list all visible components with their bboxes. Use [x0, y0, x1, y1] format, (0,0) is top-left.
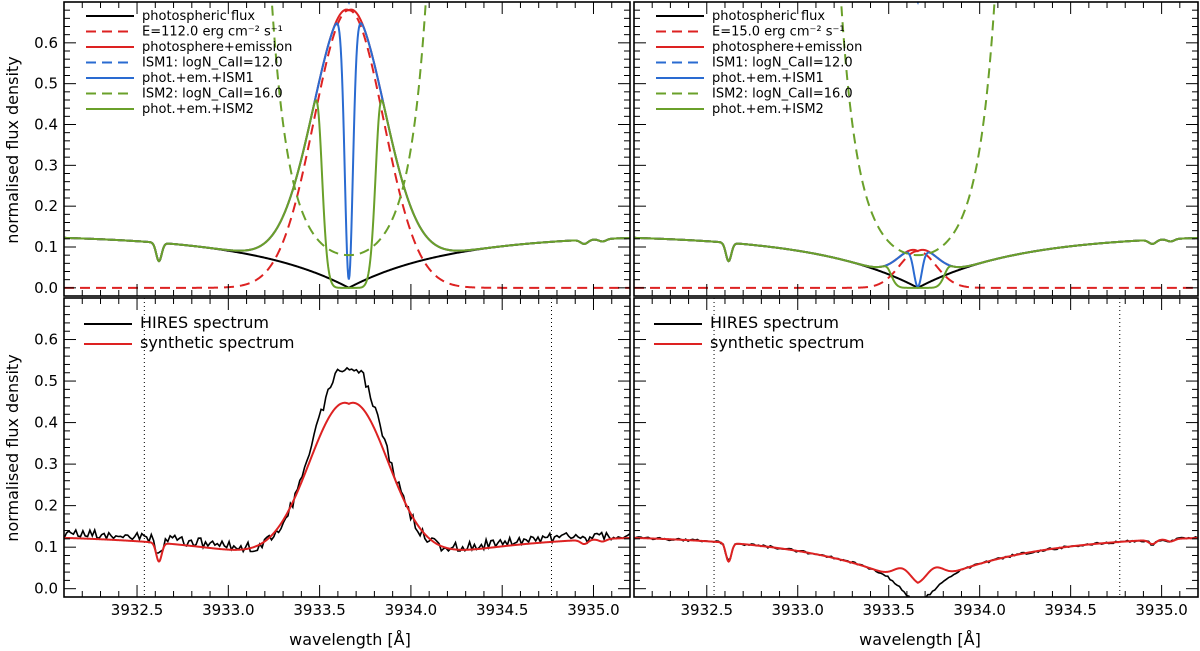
y-tick-label: 0.2	[34, 497, 58, 515]
legend-label: ISM2: logN_CaII=16.0	[142, 87, 283, 102]
x-tick-label: 3934.0	[953, 601, 1006, 619]
y-tick-label: 0.6	[34, 331, 58, 349]
panel-bottom-left: 0.0 0.1 0.2 0.3 0.4 0.5 0.6 3932.5 3933.0 3933.5 3…	[34, 297, 631, 619]
x-tick-label: 3934.5	[476, 601, 529, 619]
series-tot2	[64, 98, 630, 289]
plot-area	[634, 298, 1198, 597]
panel-bottom-right: 3932.5 3933.0 3933.5 3934.0 3934.5 3935.0 HIRE…	[633, 297, 1199, 619]
y-tick-label: 0.0	[34, 580, 58, 598]
x-tick-label: 3932.5	[681, 601, 734, 619]
legend-label: photosphere+emission	[712, 40, 862, 55]
x-axis-label-right: wavelength [Å]	[859, 630, 981, 649]
y-axis-label-top: normalised flux density	[3, 56, 22, 243]
x-tick-label: 3935.0	[567, 601, 620, 619]
plot-area	[64, 298, 630, 597]
legend-label: photospheric flux	[142, 9, 255, 24]
y-tick-label: 0.1	[34, 238, 58, 256]
series-tot1	[634, 236, 1198, 288]
x-tick-label: 3933.0	[771, 601, 824, 619]
x-tick-label: 3934.0	[385, 601, 438, 619]
y-tick-label: 0.1	[34, 538, 58, 556]
series-tot2	[634, 236, 1198, 289]
x-tick-label: 3935.0	[1135, 601, 1188, 619]
series-syn	[64, 401, 630, 563]
x-tick-label: 3934.5	[1044, 601, 1097, 619]
plot-area	[634, 2, 1198, 289]
legend-label: synthetic spectrum	[710, 333, 865, 352]
legend-label: E=15.0 erg cm⁻² s⁻¹	[712, 25, 845, 40]
series-ism2	[270, 2, 427, 257]
legend-label: HIRES spectrum	[140, 313, 269, 332]
y-tick-label: 0.3	[34, 455, 58, 473]
legend-label: ISM1: logN_CaII=12.0	[142, 56, 283, 71]
legend-label: HIRES spectrum	[710, 313, 839, 332]
x-tick-label: 3932.5	[111, 601, 164, 619]
legend-label: phot.+em.+ISM2	[712, 102, 824, 117]
y-tick-label: 0.5	[34, 372, 58, 390]
legend-label: photospheric flux	[712, 9, 825, 24]
legend-label: synthetic spectrum	[140, 333, 295, 352]
legend-label: ISM2: logN_CaII=16.0	[712, 87, 853, 102]
legend-label: phot.+em.+ISM1	[712, 71, 824, 86]
x-tick-label: 3933.5	[862, 601, 915, 619]
series-syn	[634, 536, 1198, 584]
legend-label: ISM1: logN_CaII=12.0	[712, 56, 853, 71]
legend-label: phot.+em.+ISM1	[142, 71, 254, 86]
y-tick-label: 0.3	[34, 156, 58, 174]
y-tick-label: 0.4	[34, 116, 58, 134]
panel-top-left: 0.0 0.1 0.2 0.3 0.4 0.5 0.6 photospheric fluxE=…	[34, 1, 631, 297]
y-tick-label: 0.2	[34, 197, 58, 215]
series-obs	[64, 366, 630, 554]
y-tick-label: 0.5	[34, 75, 58, 93]
plot-area	[64, 2, 630, 289]
series-obs	[634, 536, 1198, 597]
y-tick-label: 0.6	[34, 34, 58, 52]
legend-label: E=112.0 erg cm⁻² s⁻¹	[142, 25, 283, 40]
x-tick-label: 3933.0	[202, 601, 255, 619]
x-tick-label: 3933.5	[293, 601, 346, 619]
legend-label: photosphere+emission	[142, 40, 292, 55]
y-tick-label: 0.4	[34, 414, 58, 432]
series-ism2	[840, 2, 996, 257]
y-tick-label: 0.0	[34, 279, 58, 297]
x-axis-label-left: wavelength [Å]	[289, 630, 411, 649]
legend-label: phot.+em.+ISM2	[142, 102, 254, 117]
y-axis-label-bottom: normalised flux density	[3, 354, 22, 541]
